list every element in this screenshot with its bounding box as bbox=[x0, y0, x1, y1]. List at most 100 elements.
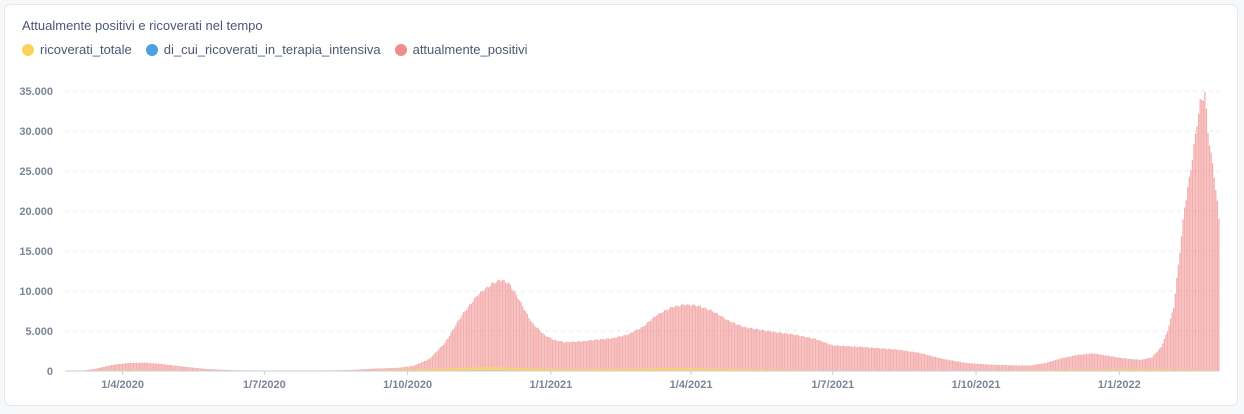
bar-attualmente-positivi bbox=[162, 364, 164, 371]
bar-attualmente-positivi bbox=[878, 348, 881, 371]
bar-attualmente-positivi bbox=[592, 340, 594, 371]
bar-attualmente-positivi bbox=[492, 282, 494, 371]
bar-attualmente-positivi bbox=[1140, 359, 1142, 371]
bar-attualmente-positivi bbox=[883, 348, 885, 371]
bar-ricoverati-totale bbox=[1095, 369, 1097, 371]
bar-ricoverati-totale bbox=[1101, 369, 1103, 371]
bar-attualmente-positivi bbox=[855, 346, 857, 371]
bar-attualmente-positivi bbox=[1039, 363, 1041, 371]
bar-ricoverati-totale bbox=[386, 369, 388, 371]
bar-attualmente-positivi bbox=[568, 342, 571, 371]
bar-attualmente-positivi bbox=[1004, 365, 1007, 371]
bar-ricoverati-totale bbox=[1183, 369, 1186, 371]
bar-ricoverati-totale bbox=[645, 368, 647, 371]
bar-attualmente-positivi bbox=[490, 283, 493, 371]
bar-attualmente-positivi bbox=[972, 363, 974, 371]
bar-attualmente-positivi bbox=[1050, 361, 1052, 371]
bar-attualmente-positivi bbox=[1092, 353, 1094, 371]
bar-ricoverati-totale bbox=[606, 368, 608, 371]
bar-ricoverati-totale bbox=[1088, 369, 1091, 371]
bar-ricoverati-totale bbox=[425, 368, 427, 371]
bar-attualmente-positivi bbox=[643, 326, 645, 371]
bar-ricoverati-totale bbox=[417, 369, 420, 371]
bar-attualmente-positivi bbox=[789, 333, 792, 371]
bar-ricoverati-totale bbox=[704, 368, 706, 371]
bar-attualmente-positivi bbox=[392, 367, 395, 371]
bar-attualmente-positivi bbox=[729, 321, 731, 371]
bar-attualmente-positivi bbox=[385, 368, 387, 371]
bar-ricoverati-totale bbox=[409, 369, 412, 371]
bar-attualmente-positivi bbox=[581, 341, 583, 371]
bar-ricoverati-totale bbox=[794, 369, 796, 371]
bar-attualmente-positivi bbox=[674, 306, 677, 371]
bar-ricoverati-totale bbox=[747, 369, 750, 371]
bar-attualmente-positivi bbox=[777, 332, 779, 371]
bar-attualmente-positivi bbox=[923, 354, 926, 371]
bar-attualmente-positivi bbox=[358, 369, 360, 371]
bar-attualmente-positivi bbox=[547, 336, 549, 371]
legend-item-attualmente-positivi[interactable]: attualmente_positivi bbox=[394, 42, 528, 57]
bar-attualmente-positivi bbox=[1171, 312, 1173, 371]
bar-ricoverati-totale bbox=[724, 368, 726, 371]
bar-ricoverati-totale bbox=[506, 367, 508, 371]
bar-ricoverati-totale bbox=[627, 368, 630, 371]
bar-ricoverati-totale bbox=[1159, 369, 1161, 371]
bar-attualmente-positivi bbox=[838, 345, 840, 371]
bar-ricoverati-totale bbox=[1064, 369, 1066, 371]
legend-item-terapia-intensiva[interactable]: di_cui_ricoverati_in_terapia_intensiva bbox=[145, 42, 381, 57]
bar-ricoverati-totale bbox=[694, 368, 697, 371]
bar-attualmente-positivi bbox=[481, 291, 483, 371]
bar-ricoverati-totale bbox=[1145, 369, 1147, 371]
bar-attualmente-positivi bbox=[691, 304, 694, 371]
bar-attualmente-positivi bbox=[948, 360, 951, 371]
x-tick-label: 1/7/2020 bbox=[243, 379, 286, 391]
bar-attualmente-positivi bbox=[1166, 331, 1169, 371]
bar-attualmente-positivi bbox=[425, 360, 427, 371]
bar-attualmente-positivi bbox=[114, 364, 116, 371]
bar-attualmente-positivi bbox=[565, 341, 568, 371]
bar-ricoverati-totale bbox=[1057, 369, 1060, 371]
bar-attualmente-positivi bbox=[1084, 353, 1086, 371]
bar-ricoverati-totale bbox=[1110, 369, 1113, 371]
bar-attualmente-positivi bbox=[613, 337, 616, 371]
bar-attualmente-positivi bbox=[807, 337, 809, 371]
bar-attualmente-positivi bbox=[744, 326, 747, 371]
bar-ricoverati-totale bbox=[719, 368, 722, 371]
bar-attualmente-positivi bbox=[601, 338, 603, 371]
bar-attualmente-positivi bbox=[805, 337, 807, 371]
bar-attualmente-positivi bbox=[92, 369, 94, 371]
bar-attualmente-positivi bbox=[453, 328, 455, 371]
bar-ricoverati-totale bbox=[492, 367, 494, 371]
bar-ricoverati-totale bbox=[1070, 369, 1072, 371]
bar-attualmente-positivi bbox=[567, 341, 569, 371]
bar-attualmente-positivi bbox=[420, 362, 423, 371]
bar-ricoverati-totale bbox=[1099, 369, 1102, 371]
bar-attualmente-positivi bbox=[1085, 354, 1088, 371]
bar-attualmente-positivi bbox=[1046, 362, 1049, 371]
bar-attualmente-positivi bbox=[1110, 356, 1113, 371]
bar-attualmente-positivi bbox=[1059, 358, 1061, 371]
bar-attualmente-positivi bbox=[149, 363, 152, 371]
bar-ricoverati-totale bbox=[539, 368, 541, 371]
bar-attualmente-positivi bbox=[500, 281, 502, 371]
bar-attualmente-positivi bbox=[152, 363, 155, 371]
bar-attualmente-positivi bbox=[357, 369, 359, 371]
bar-attualmente-positivi bbox=[1031, 365, 1033, 371]
bar-attualmente-positivi bbox=[495, 282, 497, 371]
bar-attualmente-positivi bbox=[213, 369, 216, 371]
bar-attualmente-positivi bbox=[1025, 365, 1027, 371]
bar-ricoverati-totale bbox=[411, 369, 413, 371]
bar-attualmente-positivi bbox=[1173, 307, 1175, 371]
bar-ricoverati-totale bbox=[1173, 369, 1175, 371]
bar-attualmente-positivi bbox=[627, 334, 630, 371]
legend-item-ricoverati-totale[interactable]: ricoverati_totale bbox=[22, 42, 132, 57]
bar-ricoverati-totale bbox=[124, 369, 127, 371]
x-tick-label: 1/1/2021 bbox=[529, 379, 572, 391]
bar-attualmente-positivi bbox=[942, 359, 944, 371]
bar-attualmente-positivi bbox=[504, 282, 507, 371]
bar-attualmente-positivi bbox=[350, 369, 353, 371]
bar-attualmente-positivi bbox=[1018, 365, 1021, 371]
bar-ricoverati-totale bbox=[470, 367, 473, 371]
bar-attualmente-positivi bbox=[1113, 356, 1116, 371]
bar-ricoverati-totale bbox=[483, 367, 485, 371]
